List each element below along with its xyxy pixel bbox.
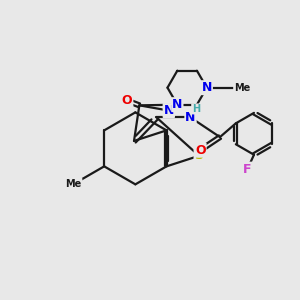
Text: H: H (192, 104, 200, 114)
Text: S: S (194, 149, 203, 162)
Text: Me: Me (65, 179, 82, 189)
Text: N: N (202, 81, 212, 94)
Text: N: N (164, 104, 174, 117)
Text: O: O (195, 144, 206, 157)
Text: F: F (243, 163, 252, 176)
Text: Me: Me (234, 83, 250, 93)
Text: N: N (185, 111, 196, 124)
Text: N: N (172, 98, 182, 111)
Text: O: O (122, 94, 132, 107)
